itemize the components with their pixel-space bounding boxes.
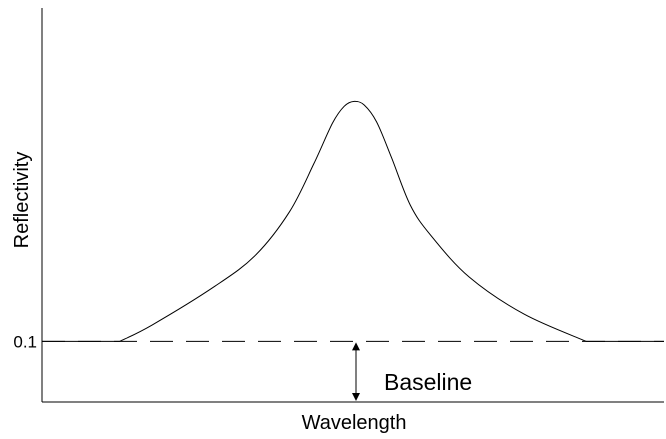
axes — [41, 8, 664, 403]
baseline-arrow — [352, 342, 360, 401]
reflectivity-curve — [42, 100, 664, 342]
y-tick-label: 0.1 — [13, 332, 37, 351]
x-axis-label: Wavelength — [302, 412, 407, 434]
y-axis-label: Reflectivity — [11, 152, 33, 249]
arrow-head-up — [352, 342, 360, 351]
y-ticks: 0.1 — [13, 332, 37, 351]
arrow-head-down — [352, 393, 360, 401]
baseline-label: Baseline — [384, 369, 472, 395]
